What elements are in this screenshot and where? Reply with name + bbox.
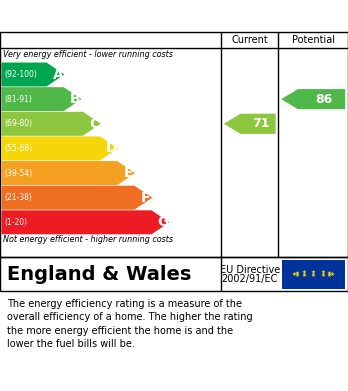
Text: Energy Efficiency Rating: Energy Efficiency Rating	[60, 7, 288, 25]
Polygon shape	[224, 114, 276, 134]
Text: Current: Current	[231, 35, 268, 45]
Text: (81-91): (81-91)	[4, 95, 32, 104]
Text: C: C	[89, 117, 100, 131]
Text: G: G	[157, 215, 169, 229]
Text: ★: ★	[320, 273, 325, 278]
Text: EU Directive: EU Directive	[220, 265, 280, 275]
Text: B: B	[70, 92, 80, 106]
Text: (55-68): (55-68)	[4, 144, 32, 153]
Text: F: F	[141, 191, 151, 204]
Polygon shape	[281, 89, 345, 109]
Text: ★: ★	[292, 272, 297, 276]
Polygon shape	[1, 186, 152, 210]
Text: E: E	[124, 166, 134, 180]
Text: (39-54): (39-54)	[4, 169, 32, 178]
Polygon shape	[1, 161, 135, 185]
Text: A: A	[53, 68, 63, 81]
Text: ★: ★	[301, 270, 306, 275]
Text: Potential: Potential	[292, 35, 335, 45]
Text: 71: 71	[252, 117, 270, 130]
Polygon shape	[1, 210, 169, 234]
Text: (69-80): (69-80)	[4, 119, 32, 128]
Text: ★: ★	[330, 272, 334, 276]
Text: ★: ★	[294, 273, 299, 278]
Polygon shape	[1, 87, 81, 111]
Bar	[282, 260, 345, 289]
Text: 2002/91/EC: 2002/91/EC	[222, 274, 278, 284]
Text: 86: 86	[316, 93, 333, 106]
Text: ★: ★	[327, 273, 332, 278]
Text: Not energy efficient - higher running costs: Not energy efficient - higher running co…	[3, 235, 173, 244]
Text: ★: ★	[320, 270, 325, 275]
Text: The energy efficiency rating is a measure of the
overall efficiency of a home. T: The energy efficiency rating is a measur…	[7, 299, 253, 349]
Text: Very energy efficient - lower running costs: Very energy efficient - lower running co…	[3, 50, 173, 59]
Text: England & Wales: England & Wales	[7, 265, 191, 283]
Text: ★: ★	[311, 270, 316, 275]
Text: (1-20): (1-20)	[4, 218, 27, 227]
Text: ★: ★	[311, 273, 316, 278]
Polygon shape	[1, 136, 118, 160]
Text: D: D	[106, 142, 117, 155]
Text: ★: ★	[327, 271, 332, 276]
Text: (92-100): (92-100)	[4, 70, 37, 79]
Polygon shape	[1, 63, 64, 86]
Text: ★: ★	[294, 271, 299, 276]
Polygon shape	[1, 112, 101, 136]
Text: (21-38): (21-38)	[4, 193, 32, 202]
Text: ★: ★	[301, 273, 306, 278]
